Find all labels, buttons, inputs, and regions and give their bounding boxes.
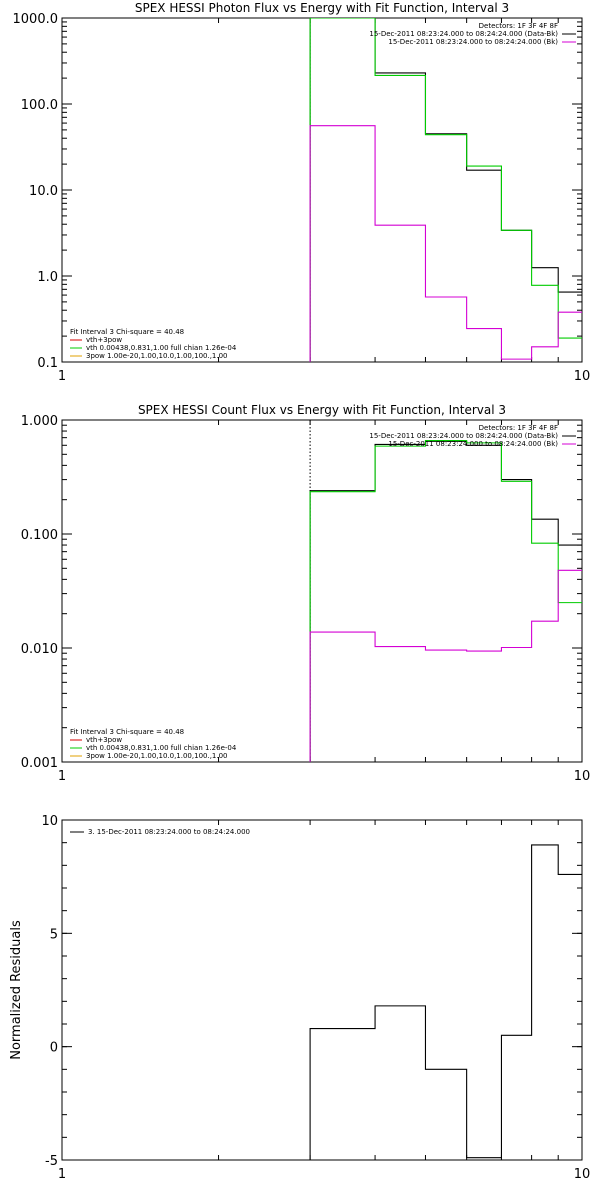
x-tick-label: 10 — [574, 369, 591, 384]
y-tick-label: 1.000 — [21, 414, 58, 429]
y-tick-label: 0 — [50, 1041, 58, 1056]
fit-legend-entry: vth 0.00438,0.831,1.00 full chian 1.26e-… — [86, 744, 237, 752]
x-tick-label: 1 — [58, 1167, 66, 1182]
x-tick-label: 1 — [58, 769, 66, 784]
fit-legend-entry: vth 0.00438,0.831,1.00 full chian 1.26e-… — [86, 344, 237, 352]
y-tick-label: 0.1 — [37, 356, 58, 371]
series-line-0 — [309, 844, 582, 1160]
fit-legend-entry: Fit Interval 3 Chi-square = 40.48 — [70, 728, 184, 736]
x-tick-label: 10 — [574, 769, 591, 784]
fit-legend-entry: vth+3pow — [86, 736, 122, 744]
plot-frame — [61, 819, 583, 1161]
plot-frame — [61, 17, 583, 363]
legend-entry: 15-Dec-2011 08:23:24.000 to 08:24:24.000… — [369, 30, 558, 38]
panel-count: SPEX HESSI Count Flux vs Energy with Fit… — [21, 403, 590, 784]
series-line-2 — [309, 125, 582, 362]
y-tick-label: 0.010 — [21, 642, 58, 657]
y-tick-label: 1.0 — [37, 270, 58, 285]
y-tick-label: 5 — [50, 927, 58, 942]
y-tick-label: 10.0 — [29, 184, 58, 199]
series-line-0 — [309, 18, 582, 362]
panel-photon: SPEX HESSI Photon Flux vs Energy with Fi… — [13, 1, 591, 384]
series-line-1 — [309, 440, 582, 762]
fit-legend-entry: 3pow 1.00e-20,1.00,10.0,1.00,100.,1.00 — [86, 352, 228, 360]
y-tick-label: 0.001 — [21, 756, 58, 771]
chart-title: SPEX HESSI Photon Flux vs Energy with Fi… — [135, 1, 509, 15]
legend-entry: Detectors: 1F 3F 4F 8F — [479, 22, 558, 30]
legend-entry: Detectors: 1F 3F 4F 8F — [479, 424, 558, 432]
series-line-2 — [309, 569, 582, 762]
y-tick-label: -5 — [45, 1154, 58, 1169]
fit-legend-entry: 3pow 1.00e-20,1.00,10.0,1.00,100.,1.00 — [86, 752, 228, 760]
y-tick-label: 100.0 — [21, 98, 58, 113]
y-tick-label: 1000.0 — [13, 12, 59, 27]
legend-entry: 15-Dec-2011 08:23:24.000 to 08:24:24.000… — [388, 38, 558, 46]
legend-entry: 15-Dec-2011 08:23:24.000 to 08:24:24.000… — [388, 440, 558, 448]
y-axis-label: Normalized Residuals — [9, 920, 24, 1060]
y-tick-label: 10 — [41, 814, 58, 829]
chart-title: SPEX HESSI Count Flux vs Energy with Fit… — [138, 403, 506, 417]
legend-entry: 3. 15-Dec-2011 08:23:24.000 to 08:24:24.… — [88, 828, 250, 836]
series-line-1 — [309, 18, 582, 362]
series-line-0 — [309, 440, 582, 762]
plot-frame — [61, 419, 583, 763]
x-tick-label: 10 — [574, 1167, 591, 1182]
x-tick-label: 1 — [58, 369, 66, 384]
fit-legend-entry: vth+3pow — [86, 336, 122, 344]
panel-residuals: 1 10 10 5 0 -5 Normalized Residuals 3. 15-Dec-2… — [9, 814, 590, 1182]
fit-legend-entry: Fit Interval 3 Chi-square = 40.48 — [70, 328, 184, 336]
legend-entry: 15-Dec-2011 08:23:24.000 to 08:24:24.000… — [369, 432, 558, 440]
y-tick-label: 0.100 — [21, 528, 58, 543]
